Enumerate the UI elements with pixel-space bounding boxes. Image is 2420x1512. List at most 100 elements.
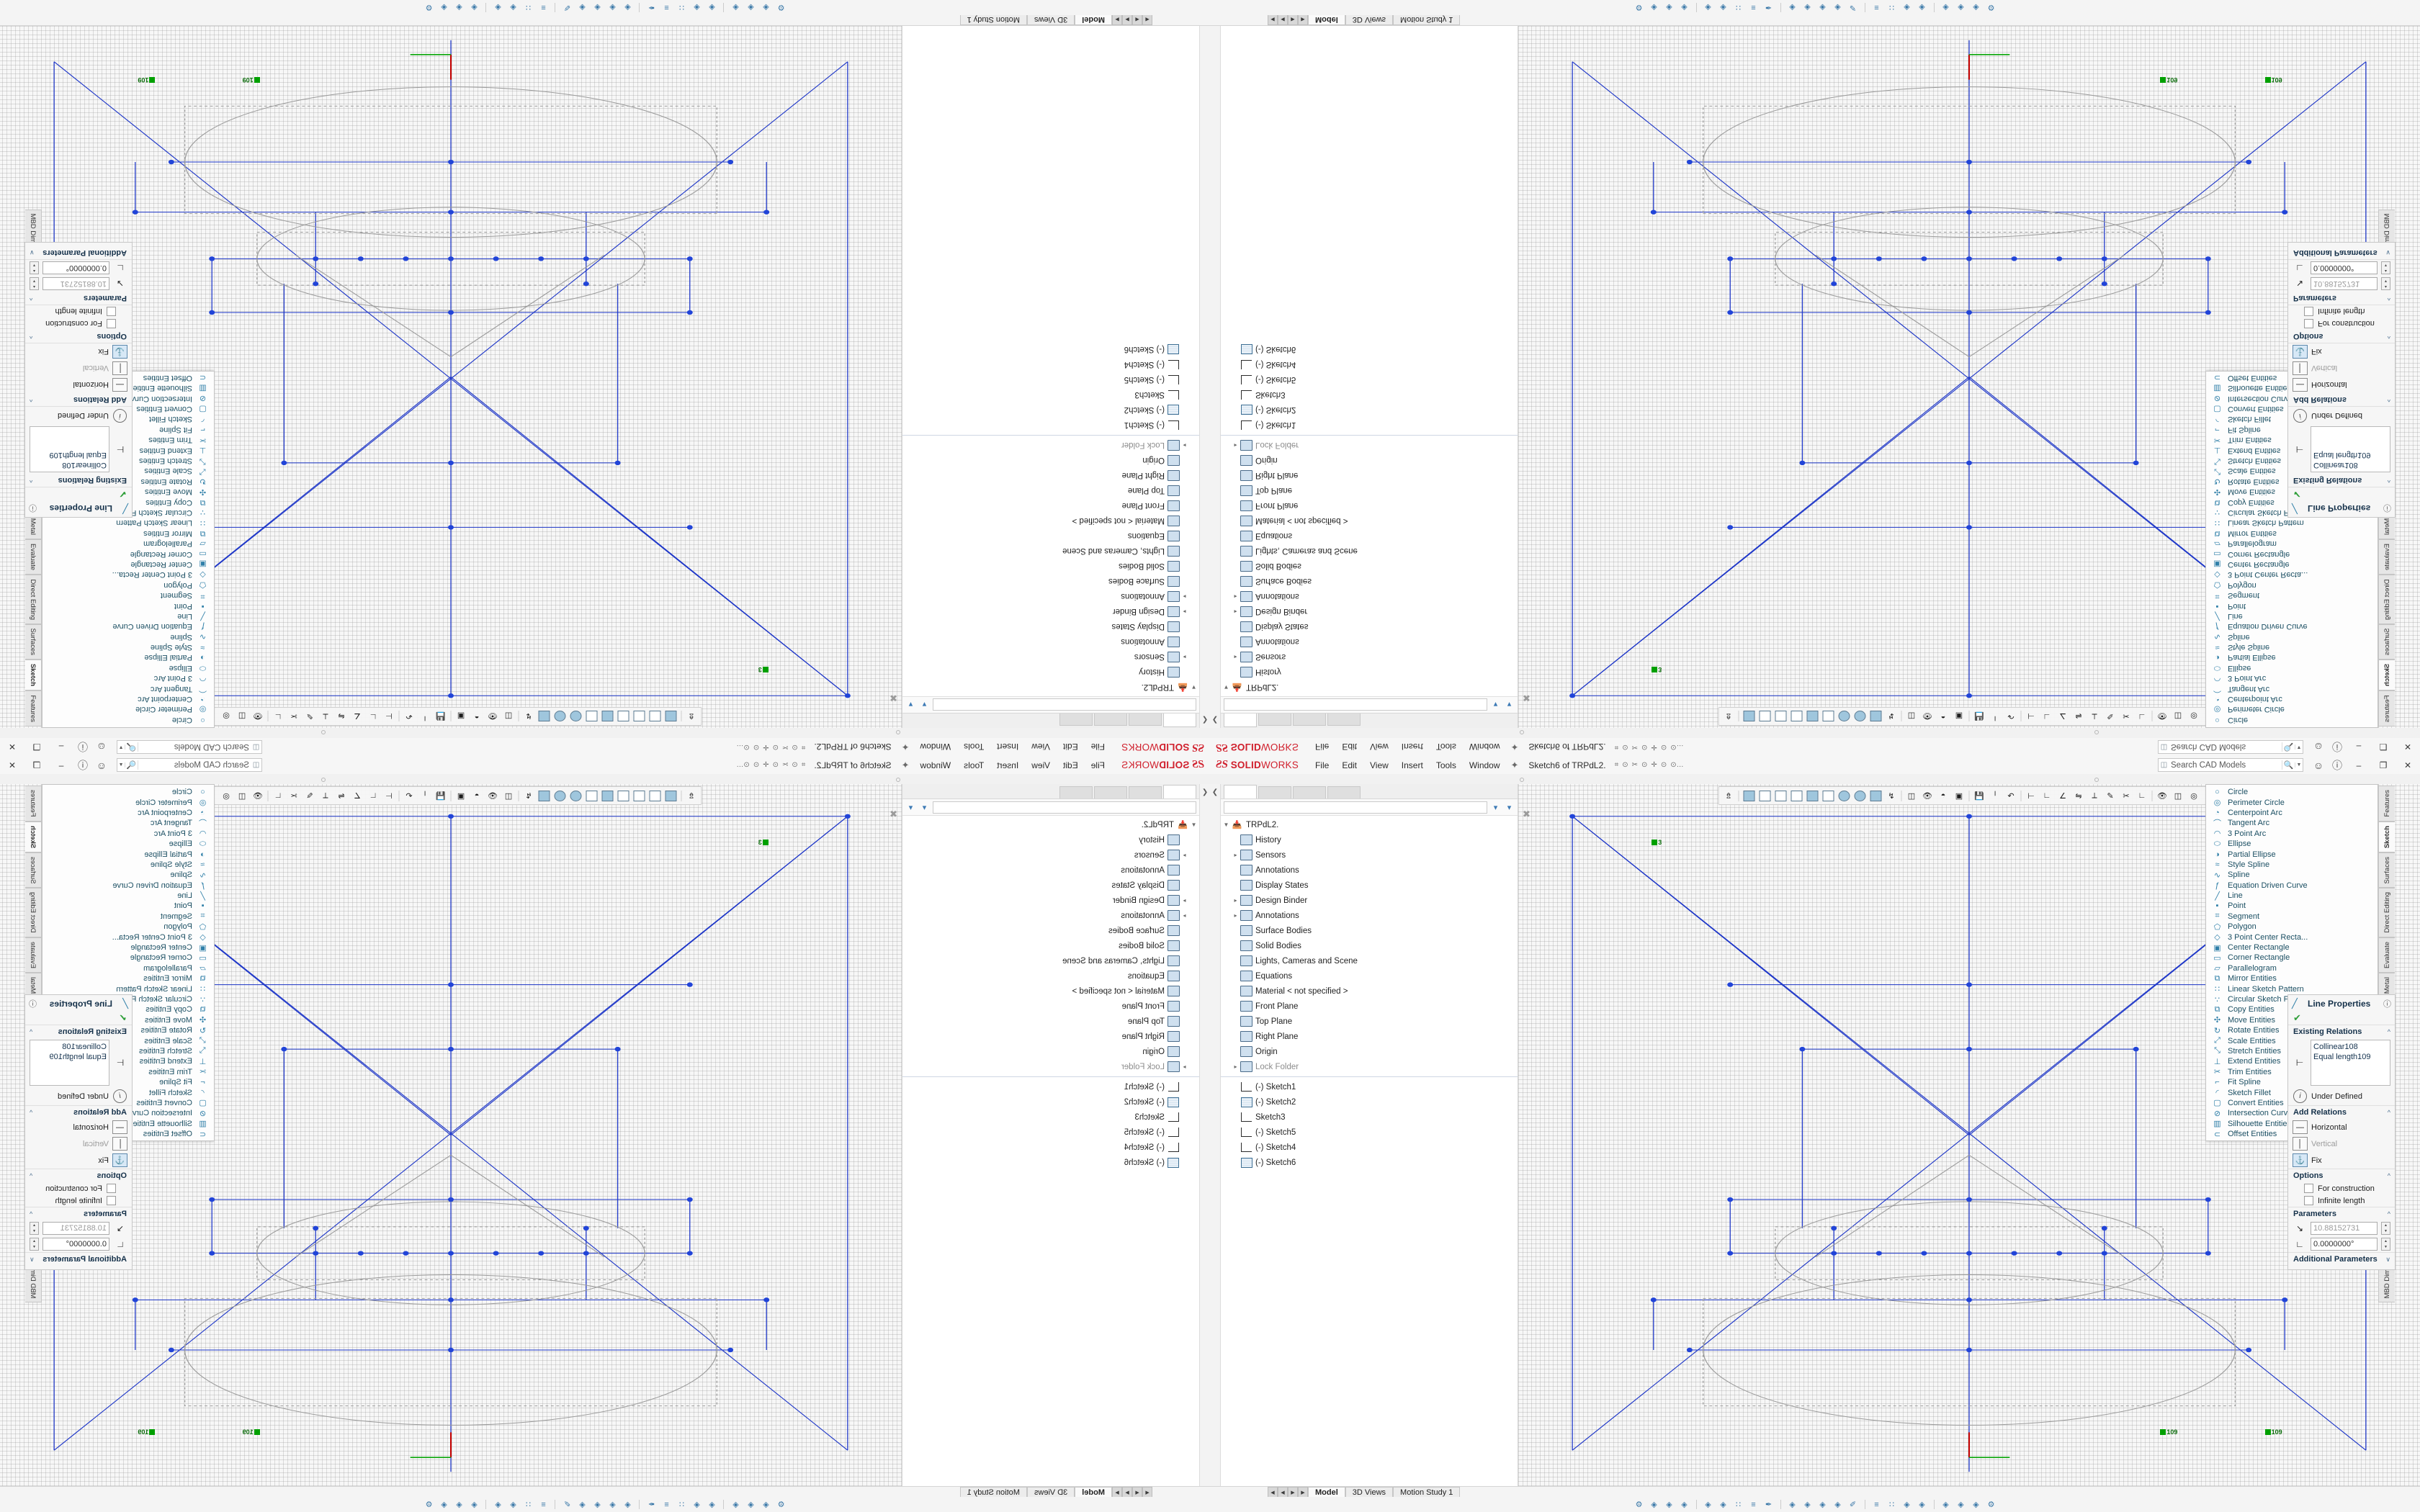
layer-c-icon[interactable]: ◈ <box>1819 1500 1826 1509</box>
feature-tree-row-14[interactable]: Origin <box>1221 453 1518 468</box>
doc-tab-3d-views[interactable]: 3D Views <box>1345 14 1394 25</box>
feature-tree-sketch-sketch2[interactable]: (-) Sketch2 <box>1221 402 1518 418</box>
search-cad-models[interactable]: ◫ Search CAD Models 🔍 ▼ <box>117 740 262 754</box>
feature-tree-sketch-sketch3[interactable]: Sketch3 <box>1221 1110 1518 1125</box>
menu-item-tools[interactable]: Tools <box>964 760 985 770</box>
expand-icon[interactable]: ▸ <box>1183 912 1186 919</box>
menu-item-edit[interactable]: Edit <box>1342 760 1357 770</box>
sketch-menu-item-16[interactable]: ▭ Corner Rectangle <box>42 549 214 559</box>
option-for-construction[interactable]: For construction <box>2288 318 2395 330</box>
property-manager-line-properties[interactable]: ╱ Line Properties ⓘ ✔ Existing Relations… <box>24 994 133 1270</box>
brush-icon[interactable]: ✐ <box>1849 3 1857 12</box>
grid-icon[interactable]: ∷ <box>1736 1500 1741 1509</box>
filter-options-icon[interactable]: ▾ <box>1507 700 1512 709</box>
sketch-menu-item-15[interactable]: ▣ Center Rectangle <box>42 942 214 953</box>
command-tab-sketch[interactable]: Sketch <box>25 821 42 852</box>
stack2-icon[interactable]: ≡ <box>541 1500 546 1509</box>
add-relation-horizontal[interactable]: ― Horizontal <box>2288 1119 2395 1135</box>
chevron-up-icon[interactable]: ^ <box>30 294 33 302</box>
menu-item-edit[interactable]: Edit <box>1063 742 1078 752</box>
feature-tree-row-7[interactable]: Solid Bodies <box>1221 938 1518 953</box>
filter-color-icon[interactable]: ◈ <box>1904 3 1910 12</box>
options-c-icon[interactable]: ◈ <box>441 3 447 12</box>
menu-item-edit[interactable]: Edit <box>1063 760 1078 770</box>
view-display-toolbar[interactable]: ⚙ ◈ ◈ ◈ ◈ ◈ ∷ ≡ ✒ ◈ ◈ ◈ ◈ ✐ ≡ ∷ ◈ ◈ ◈ ◈ ◈ ⚙ <box>1210 1497 2420 1512</box>
chevron-down-icon[interactable]: ▼ <box>2295 744 2303 750</box>
vertical-icon[interactable]: │ <box>2293 361 2308 375</box>
view-orientation-isometric-icon[interactable] <box>1742 789 1757 803</box>
feature-tree-row-11[interactable]: Front Plane <box>1221 999 1518 1014</box>
sketch-menu-item-5[interactable]: ⬭ Ellipse <box>2206 663 2378 673</box>
feature-tree-row-9[interactable]: Equations <box>1221 528 1518 544</box>
sketch-menu-item-1[interactable]: ◎ Perimeter Circle <box>2206 797 2378 808</box>
sketch-menu-item-9[interactable]: ƒ Equation Driven Curve <box>2206 881 2378 891</box>
view-orientation-back-icon[interactable] <box>1773 789 1788 803</box>
quick-tool-7[interactable]: ⊙… <box>736 743 750 751</box>
sketch-menu-item-14[interactable]: ◇ 3 Point Center Recta... <box>42 932 214 942</box>
pin-icon[interactable]: ✦ <box>1510 759 1519 770</box>
left-collapse-rail[interactable]: ❮ <box>1210 26 1221 728</box>
chevron-down-icon[interactable]: ∨ <box>30 249 35 257</box>
scene-icon[interactable]: ◈ <box>732 1500 739 1509</box>
layer-b-icon[interactable]: ◈ <box>609 1500 616 1509</box>
feature-tree-sketch-sketch3[interactable]: Sketch3 <box>902 387 1199 402</box>
angle-input[interactable]: 0.0000000° <box>2311 1238 2378 1251</box>
feature-tree-row-7[interactable]: Solid Bodies <box>902 938 1199 953</box>
quick-tool-1[interactable]: ⌗ <box>1614 743 1619 751</box>
expand-icon[interactable]: ▸ <box>1183 593 1186 600</box>
stack-icon[interactable]: ≡ <box>664 3 669 12</box>
parameter-length-row[interactable]: ↘ 10.88152731 ▲ ▼ <box>2288 1220 2395 1236</box>
minimize-button[interactable]: – <box>2356 742 2362 752</box>
stack-icon[interactable]: ≡ <box>1751 1500 1756 1509</box>
appearance-icon[interactable]: ◈ <box>748 3 754 12</box>
grid-icon[interactable]: ∷ <box>679 3 684 12</box>
feature-tree[interactable]: ▼ 📥 TRPdL2. History ▸ Sensors Annotations Di… <box>1221 816 1518 1486</box>
graphics-viewport[interactable]: ⇯ ↯ ◫ 👁 ◓ ▣ 💾 ╵ ↶ <box>1518 784 2420 1486</box>
quick-tool-7[interactable]: ⊙… <box>736 761 750 769</box>
fix-icon[interactable]: ⚓ <box>2293 1153 2308 1167</box>
quick-tool-7[interactable]: ⊙… <box>1670 743 1684 751</box>
search-cad-models[interactable]: ◫ Search CAD Models 🔍 ▼ <box>2158 758 2303 772</box>
section-options[interactable]: Options ^ <box>2288 330 2395 343</box>
checkbox-infinite-length[interactable] <box>107 1196 116 1205</box>
minimize-button[interactable]: – <box>2356 760 2362 770</box>
parameter-angle-row[interactable]: ∟ 0.0000000° ▲ ▼ <box>25 260 132 276</box>
sketch-menu-item-32[interactable]: ▥ Silhouette Entities <box>2206 1119 2378 1129</box>
feature-tree-row-5[interactable]: ▸ Annotations <box>902 908 1199 923</box>
feature-tree-sketch-sketch1[interactable]: (-) Sketch1 <box>1221 418 1518 433</box>
quick-tool-5[interactable]: ✛ <box>763 743 769 751</box>
tab-nav-arrows[interactable]: ◀ ◀ ▶ ▶ <box>1112 14 1152 25</box>
feature-tree-row-8[interactable]: Lights, Cameras and Scene <box>902 953 1199 968</box>
expand-icon[interactable]: ▸ <box>1183 654 1186 660</box>
feature-tree-row-15[interactable]: ▸ Lock Folder <box>902 438 1199 453</box>
stack-icon[interactable]: ≡ <box>1751 3 1756 12</box>
edit-appearance-icon[interactable]: ◓ <box>1940 791 1946 800</box>
feature-tree-tab[interactable] <box>1224 714 1257 727</box>
menu-item-window[interactable]: Window <box>1469 742 1500 752</box>
configuration-manager-tab[interactable] <box>1094 714 1127 726</box>
appearance-icon[interactable]: ◈ <box>1666 3 1672 12</box>
property-manager-tab[interactable] <box>1258 714 1291 726</box>
account-icon[interactable]: ☺ <box>2313 741 2324 753</box>
angle-stepper[interactable]: ▲ ▼ <box>30 1238 39 1251</box>
feature-tree-row-6[interactable]: Surface Bodies <box>1221 574 1518 589</box>
tab-nav-arrows[interactable]: ◀ ◀ ▶ ▶ <box>1268 1487 1308 1498</box>
chevron-up-icon[interactable]: ^ <box>30 333 33 340</box>
add-relation-fix[interactable]: ⚓ Fix <box>25 343 132 360</box>
feature-tree-row-0[interactable]: History <box>902 832 1199 847</box>
options-b-icon[interactable]: ◈ <box>1958 3 1964 12</box>
menu-bar[interactable]: File Edit View Insert Tools Window ✦ <box>902 740 1111 755</box>
grid2-icon[interactable]: ∷ <box>1889 3 1894 12</box>
quick-tool-6[interactable]: ⊙ <box>753 761 760 769</box>
angle-stepper[interactable]: ▲ ▼ <box>2381 261 2390 274</box>
feature-tree-row-4[interactable]: ▸ Design Binder <box>902 893 1199 908</box>
feature-tree-row-9[interactable]: Equations <box>902 528 1199 544</box>
feature-tree-row-5[interactable]: ▸ Annotations <box>902 589 1199 604</box>
quick-tool-2[interactable]: ⊙ <box>792 743 798 751</box>
sketch-menu-item-18[interactable]: ⧉ Mirror Entities <box>2206 973 2378 984</box>
green-check-icon[interactable]: ✔ <box>119 1012 127 1023</box>
view-display-toolbar[interactable]: ⚙ ◈ ◈ ◈ ◈ ◈ ∷ ≡ ✒ ◈ ◈ ◈ ◈ ✐ ≡ ∷ ◈ ◈ ◈ ◈ ◈ ⚙ <box>1210 0 2420 15</box>
sketch-menu-item-11[interactable]: ▪ Point <box>2206 901 2378 911</box>
feature-tree-row-8[interactable]: Lights, Cameras and Scene <box>902 544 1199 559</box>
sketch-menu-item-2[interactable]: ◔ Centerpoint Arc <box>42 694 214 704</box>
